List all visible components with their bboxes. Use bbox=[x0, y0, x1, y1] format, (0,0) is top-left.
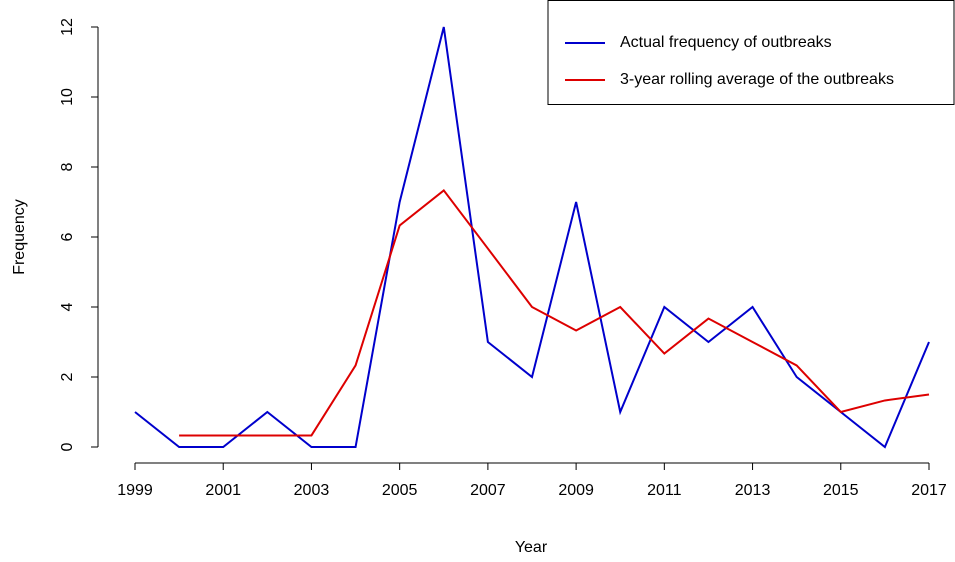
x-tick-label: 2009 bbox=[558, 482, 594, 499]
legend-label: Actual frequency of outbreaks bbox=[620, 34, 832, 51]
x-tick-label: 1999 bbox=[117, 482, 153, 499]
y-tick-label: 4 bbox=[59, 302, 76, 311]
x-tick-label: 2015 bbox=[823, 482, 859, 499]
x-tick-label: 2007 bbox=[470, 482, 506, 499]
y-tick-label: 2 bbox=[59, 372, 76, 381]
y-axis-label: Frequency bbox=[11, 199, 28, 275]
y-tick-label: 0 bbox=[59, 442, 76, 451]
legend-label: 3-year rolling average of the outbreaks bbox=[620, 71, 894, 88]
x-tick-label: 2011 bbox=[647, 482, 682, 499]
y-tick-label: 6 bbox=[59, 232, 76, 241]
y-tick-label: 12 bbox=[59, 18, 76, 36]
x-tick-label: 2001 bbox=[205, 482, 241, 499]
x-tick-label: 2013 bbox=[735, 482, 771, 499]
x-tick-label: 2003 bbox=[294, 482, 330, 499]
y-tick-label: 8 bbox=[59, 162, 76, 171]
x-tick-label: 2005 bbox=[382, 482, 418, 499]
data-line bbox=[134, 26, 930, 449]
legend-box bbox=[547, 0, 955, 105]
y-tick-label: 10 bbox=[59, 88, 76, 106]
data-line bbox=[179, 189, 930, 437]
x-axis-label: Year bbox=[515, 539, 548, 556]
x-tick-label: 2017 bbox=[911, 482, 947, 499]
